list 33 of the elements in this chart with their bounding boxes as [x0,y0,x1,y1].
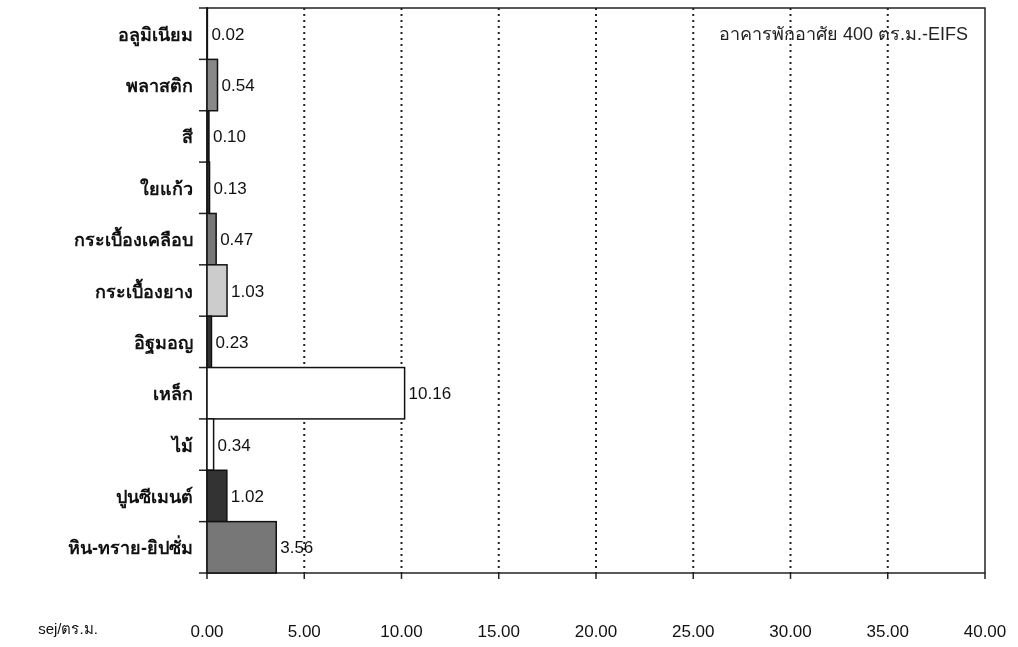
data-label: 0.34 [217,435,251,455]
text: อาคารพักอาศัย 400 ตร.ม.-EIFS [718,24,968,44]
y-tick-label: อิฐมอญ [134,332,193,355]
data-label: 0.10 [212,127,247,147]
y-tick-label: สี [182,127,194,148]
data-label: 10.16 [408,384,452,404]
data-label: 1.02 [230,486,264,506]
y-tick-label: กระเบื้องยาง [95,277,193,302]
x-tick-label: 35.00 [866,622,910,641]
x-tick-label: 25.00 [671,622,715,641]
x-tick-label: 40.00 [963,622,1007,641]
y-tick-label: เหล็ก [153,382,193,405]
y-tick-label: กระเบื้องเคลือบ [74,226,193,251]
x-tick-label: 10.00 [380,622,423,641]
data-label: 1.03 [231,281,265,301]
y-tick-label: ปูนซีเมนต์ [116,485,193,509]
x-tick-label: 0.00 [190,622,224,641]
x-tick-label: 30.00 [769,622,812,641]
x-axis-title: sej/ตร.ม. [38,620,98,637]
y-tick-label: พลาสติก [126,76,193,97]
x-tick-label: 15.00 [477,622,521,641]
x-tick-label: 5.00 [287,622,321,641]
y-tick-label: ใยแก้ว [140,177,193,199]
data-label: 0.02 [211,24,245,44]
x-tick-label: 20.00 [574,622,618,641]
data-label: 0.13 [213,178,247,198]
data-label: 0.23 [215,332,249,352]
y-tick-label: อลูมิเนียม [118,24,193,47]
data-label: 0.54 [221,76,255,96]
data-label: 0.47 [220,230,254,250]
data-label: 3.56 [280,538,314,558]
y-tick-label: ไม้ [170,434,193,456]
y-tick-label: หิน-ทราย-ยิปซั่ม [68,535,193,559]
